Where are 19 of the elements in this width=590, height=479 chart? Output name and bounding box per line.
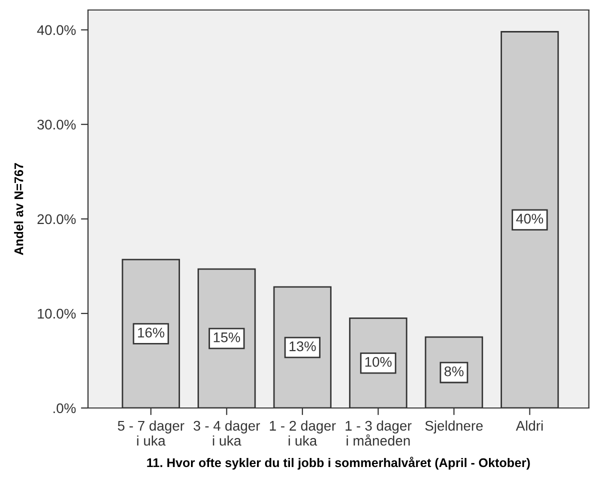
y-tick-label: 30.0%: [37, 120, 76, 130]
x-tick-label: 5 - 7 dager i uka: [118, 420, 184, 446]
data-label: 16%: [138, 328, 164, 338]
data-label: 15%: [214, 332, 240, 342]
y-tick-label: .0%: [54, 403, 76, 414]
data-label: 40%: [516, 214, 544, 224]
x-tick-label: 1 - 3 dager i måneden: [346, 420, 412, 446]
x-tick-label: Sjeldnere: [425, 420, 483, 434]
data-label: 10%: [365, 356, 392, 367]
x-tick-label: 1 - 2 dager i uka: [270, 420, 336, 446]
data-label: 8%: [444, 366, 464, 376]
x-tick-label: Aldri: [516, 420, 543, 431]
y-tick-label: 10.0%: [38, 308, 76, 319]
x-tick-label: 3 - 4 dager i uka: [194, 420, 260, 446]
y-tick-label: 40.0%: [37, 25, 76, 36]
y-axis-title: Andel av N=767: [14, 163, 24, 256]
x-axis-title: 11. Hvor ofte sykler du til jobb i sommerhalvåret (April - Oktober): [147, 456, 530, 470]
data-label: 13%: [290, 341, 316, 352]
y-tick-label: 20.0%: [38, 214, 76, 224]
